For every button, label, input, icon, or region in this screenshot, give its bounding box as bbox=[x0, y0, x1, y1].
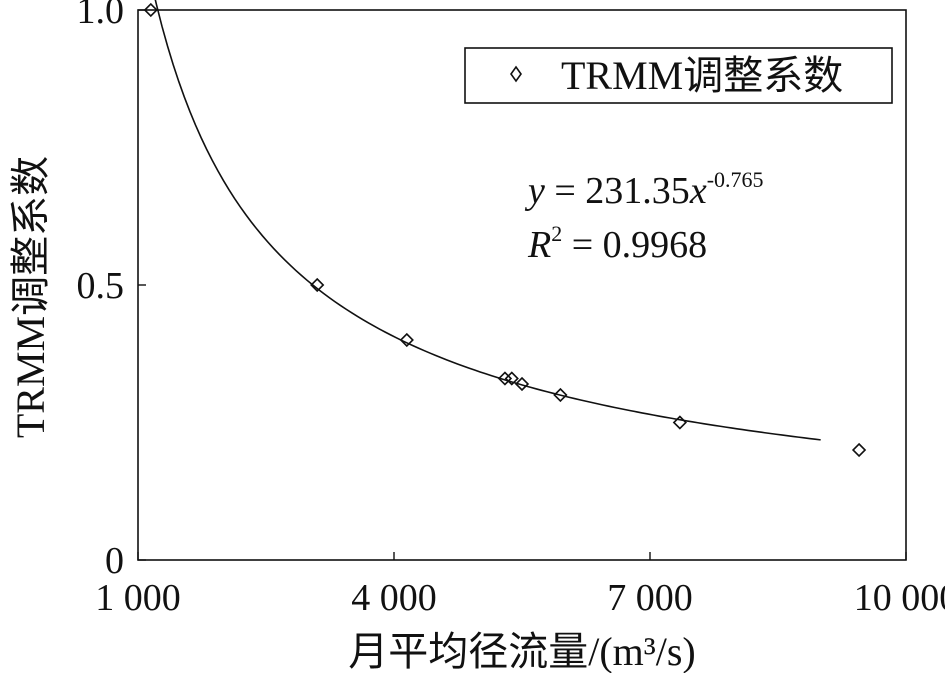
x-tick-label: 7 000 bbox=[607, 577, 693, 619]
y-axis-ticks: 0 0.5 1.0 bbox=[77, 0, 146, 582]
y-tick-label: 0 bbox=[105, 540, 124, 582]
equation-exponent: -0.765 bbox=[707, 167, 764, 192]
y-axis-title: TRMM调整系数 bbox=[8, 156, 53, 438]
data-point bbox=[514, 376, 530, 392]
equation-coefficient: = 231.35 bbox=[545, 170, 690, 212]
equation-x: x bbox=[689, 170, 707, 212]
x-tick-label: 10 000 bbox=[854, 577, 945, 619]
power-trendline bbox=[154, 0, 821, 441]
x-tick-label: 1 000 bbox=[95, 577, 181, 619]
data-point bbox=[504, 371, 519, 386]
r-squared-annotation: R2 = 0.9968 bbox=[527, 221, 707, 266]
data-point bbox=[672, 415, 687, 430]
legend: TRMM调整系数 bbox=[464, 47, 893, 104]
data-point bbox=[497, 371, 513, 386]
x-axis-ticks: 1 000 4 000 7 000 10 000 bbox=[95, 552, 945, 619]
equation-y: y bbox=[524, 170, 545, 212]
r-squared-value: = 0.9968 bbox=[562, 224, 707, 266]
legend-box bbox=[464, 47, 893, 104]
r-squared-sup: 2 bbox=[551, 221, 562, 246]
data-point bbox=[399, 332, 414, 348]
r-squared-r: R bbox=[527, 224, 551, 266]
y-tick-label: 1.0 bbox=[77, 0, 125, 32]
legend-marker-diamond bbox=[510, 65, 522, 83]
x-tick-label: 4 000 bbox=[351, 577, 437, 619]
y-tick-label: 0.5 bbox=[77, 265, 125, 307]
trendline-group bbox=[154, 0, 821, 441]
data-point bbox=[143, 2, 158, 18]
data-point bbox=[851, 442, 867, 458]
equation-annotation: y = 231.35x-0.765 bbox=[524, 167, 764, 212]
data-point bbox=[310, 277, 325, 293]
data-points bbox=[143, 2, 867, 458]
x-axis-title: 月平均径流量/(m³/s) bbox=[348, 629, 696, 673]
legend-label: TRMM调整系数 bbox=[561, 53, 843, 98]
data-point bbox=[553, 387, 568, 403]
